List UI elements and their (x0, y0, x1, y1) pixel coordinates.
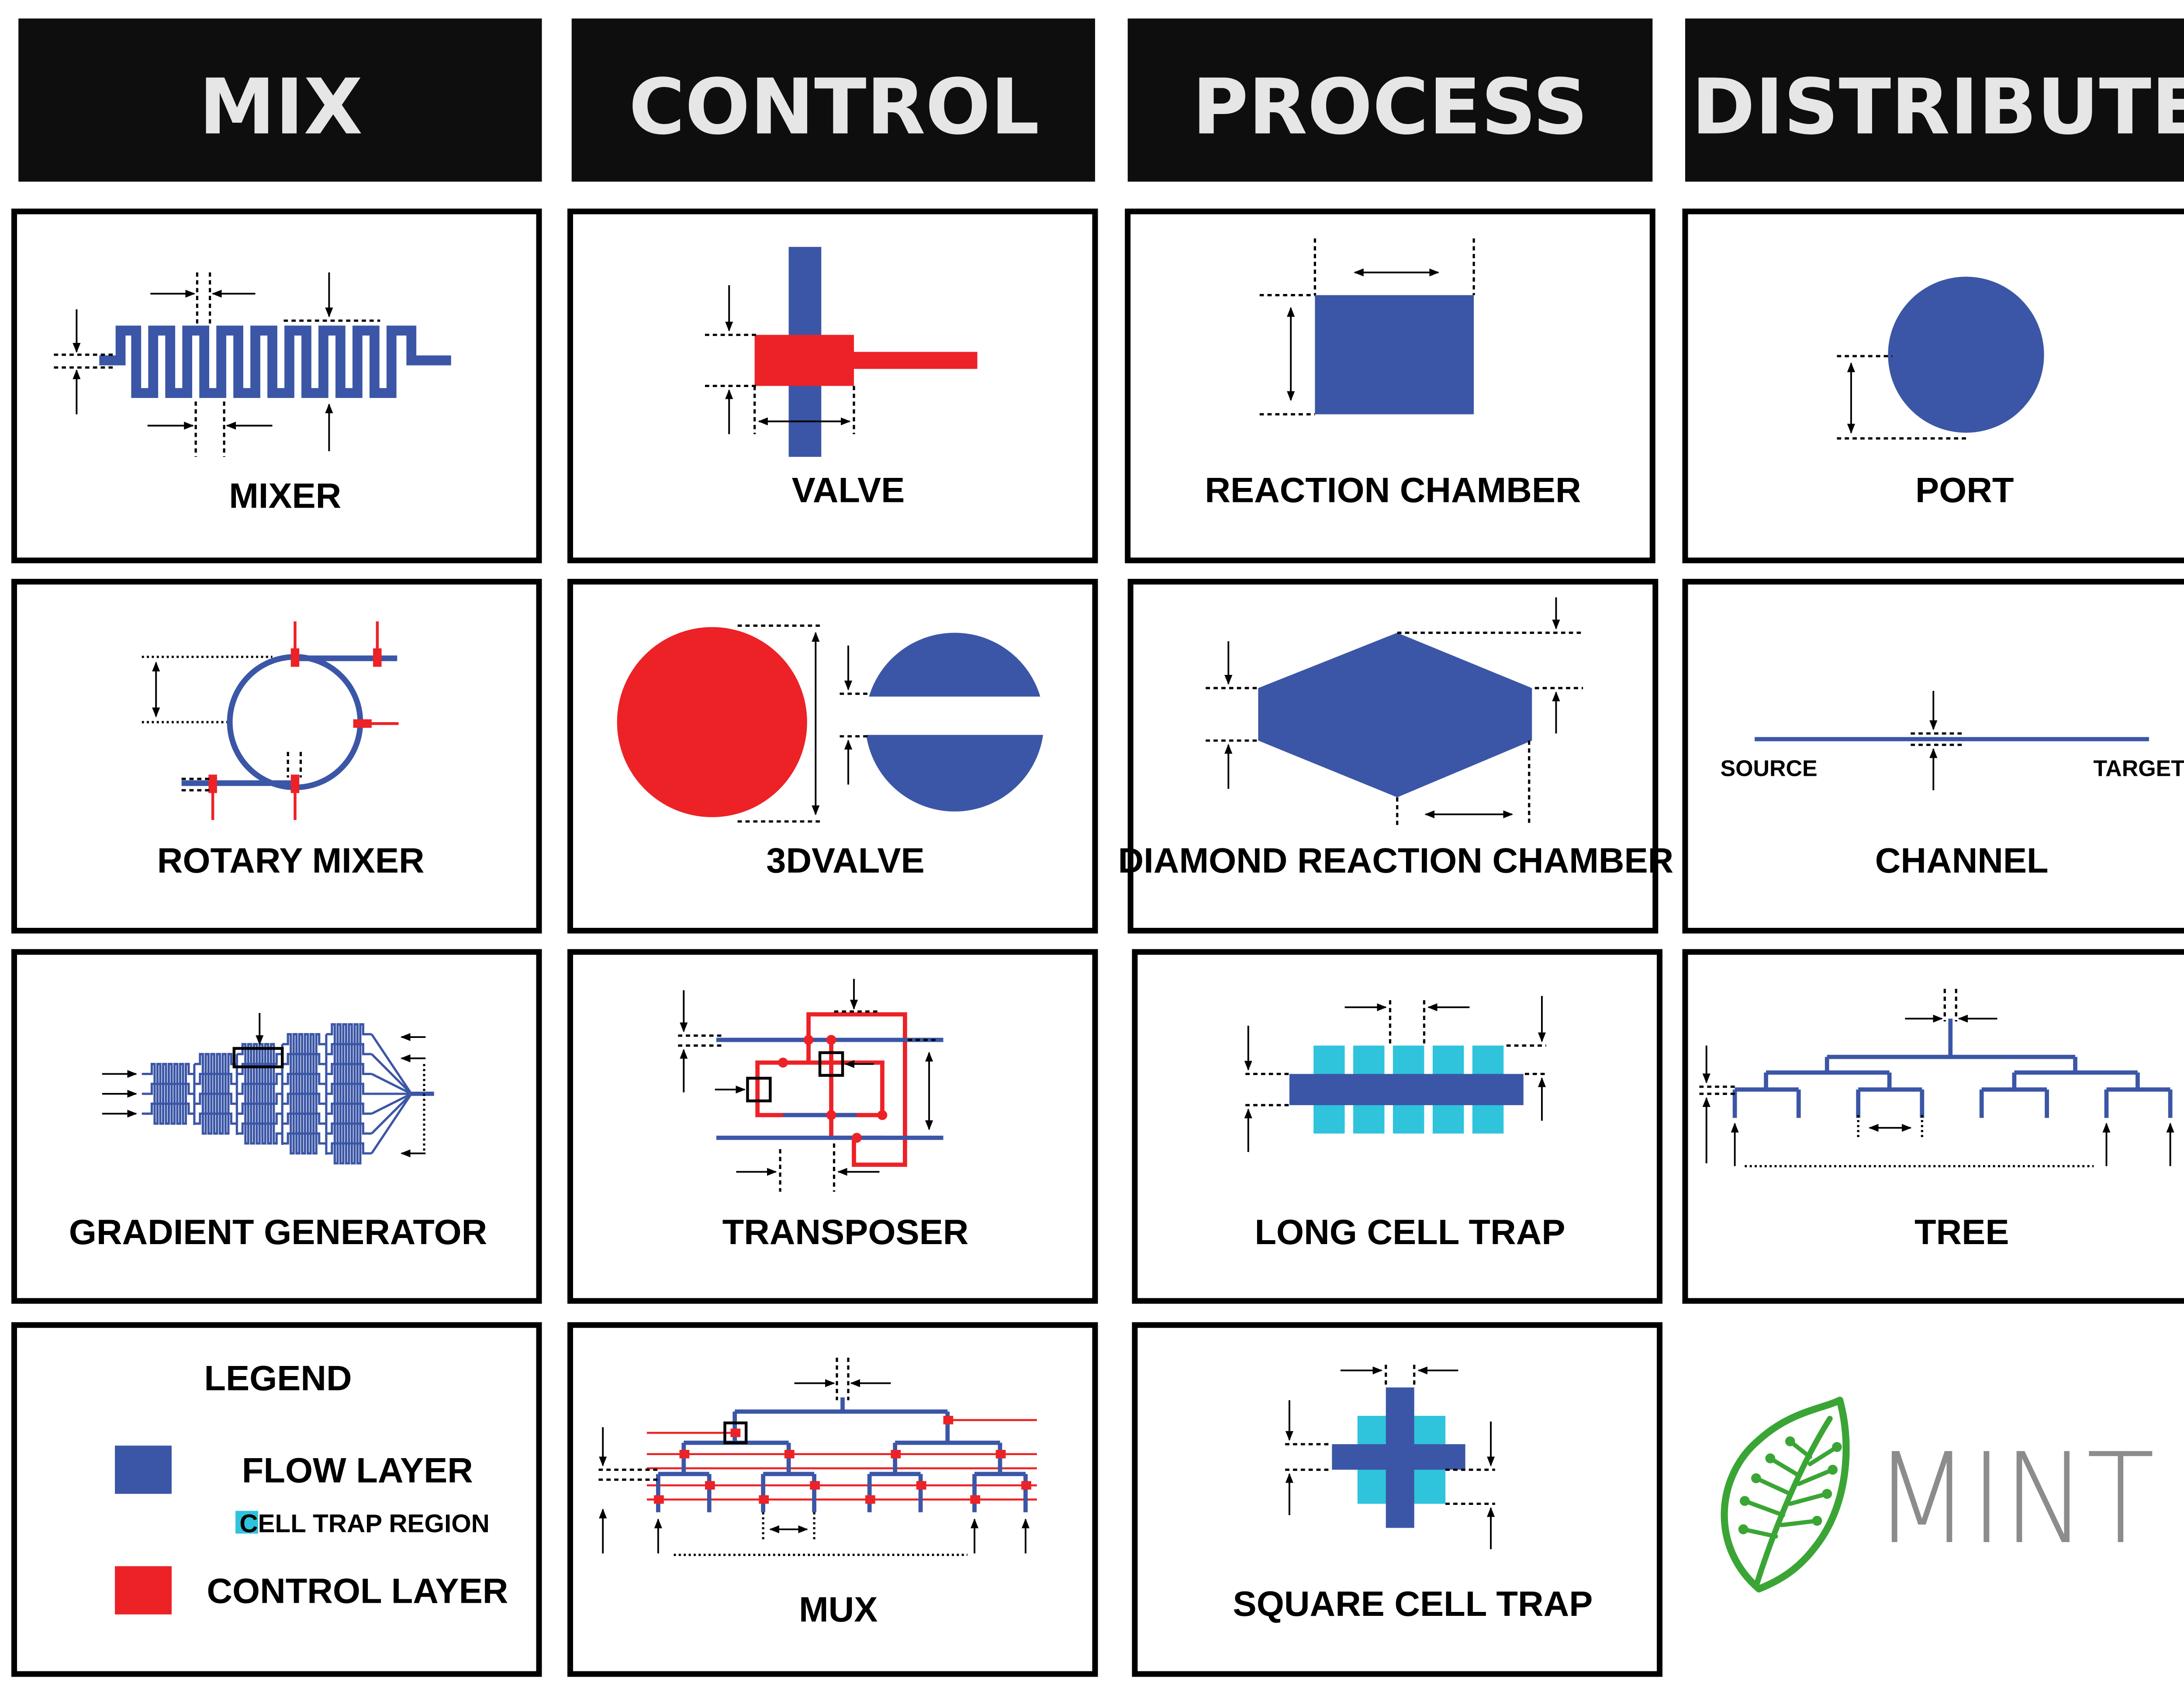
label-gradient-generator: GRADIENT GENERATOR (69, 1213, 487, 1252)
square-cell-trap-diagram (1285, 1365, 1495, 1549)
mux-diagram (598, 1357, 1037, 1556)
label-square-cell-trap: SQUARE CELL TRAP (1233, 1584, 1593, 1624)
valve-diagram (705, 247, 978, 457)
leaf-icon (1721, 1397, 1850, 1593)
legend: LEGEND FLOW LAYER CELL TRAP REGION CONTR… (115, 1359, 508, 1615)
label-long-cell-trap: LONG CELL TRAP (1254, 1213, 1565, 1252)
transposer-diagram (678, 979, 943, 1192)
legend-title: LEGEND (204, 1359, 352, 1398)
cell-legend (11, 1322, 542, 1677)
tree-diagram (1699, 989, 2174, 1168)
rotary-mixer-diagram (142, 621, 399, 820)
3dvalve-diagram (617, 624, 1050, 823)
label-reaction-chamber: REACTION CHAMBER (1205, 471, 1581, 510)
legend-flow-swatch (115, 1445, 172, 1494)
cell-tree (1682, 949, 2184, 1304)
label-channel: CHANNEL (1875, 841, 2049, 880)
legend-cell-trap-label: CELL TRAP REGION (239, 1509, 490, 1538)
gradient-generator-diagram (102, 1013, 434, 1165)
mixer-diagram (54, 272, 451, 457)
header-process-label: PROCESS (1192, 62, 1588, 152)
label-tree: TREE (1914, 1213, 2009, 1252)
header-control-label: CONTROL (629, 62, 1040, 152)
legend-control-swatch (115, 1566, 172, 1615)
label-mux: MUX (799, 1590, 878, 1629)
header-mix-label: MIX (199, 62, 363, 152)
cell-rotary-mixer (11, 579, 542, 934)
legend-control-label: CONTROL LAYER (207, 1572, 508, 1611)
cell-gradient-generator (11, 949, 542, 1304)
header-distribute-label: DISTRIBUTE (1692, 62, 2184, 152)
long-cell-trap-diagram (1244, 996, 1546, 1152)
port-diagram (1837, 277, 2044, 440)
channel-source-label: SOURCE (1720, 756, 1817, 781)
reaction-chamber-diagram (1259, 238, 1475, 415)
diamond-reaction-chamber-diagram (1206, 597, 1583, 826)
label-mixer: MIXER (229, 477, 341, 516)
channel-target-label: TARGET (2093, 756, 2184, 781)
header-mix: MIX (18, 18, 542, 182)
mint-logo: MINT (1721, 1397, 2155, 1593)
header-distribute: DISTRIBUTE (1685, 18, 2184, 182)
label-diamond-reaction-chamber: DIAMOND REACTION CHAMBER (1118, 841, 1674, 880)
legend-cell-trap-swatch (235, 1511, 259, 1534)
header-control: CONTROL (571, 18, 1095, 182)
label-rotary-mixer: ROTARY MIXER (157, 841, 425, 880)
label-port: PORT (1915, 471, 2014, 510)
legend-flow-label: FLOW LAYER (242, 1451, 473, 1490)
label-valve: VALVE (792, 471, 905, 510)
channel-diagram: SOURCE TARGET (1720, 691, 2184, 790)
mint-logo-text: MINT (1874, 1427, 2155, 1572)
label-3dvalve: 3DVALVE (766, 841, 924, 880)
header-process: PROCESS (1127, 18, 1653, 182)
label-transposer: TRANSPOSER (722, 1213, 969, 1252)
